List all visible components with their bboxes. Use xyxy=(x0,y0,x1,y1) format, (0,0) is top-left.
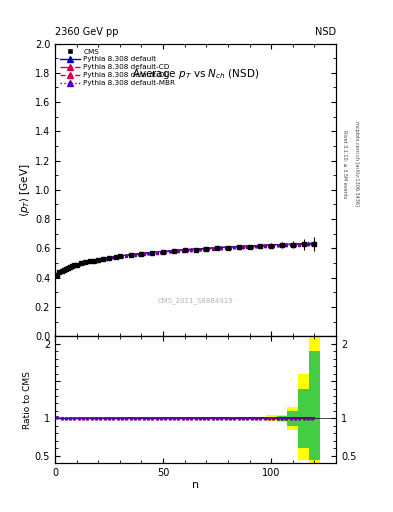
X-axis label: n: n xyxy=(192,480,199,489)
Text: Rivet 3.1.10, ≥ 3.5M events: Rivet 3.1.10, ≥ 3.5M events xyxy=(343,130,348,198)
Text: NSD: NSD xyxy=(315,27,336,37)
Y-axis label: Ratio to CMS: Ratio to CMS xyxy=(23,371,32,429)
Text: CMS_2011_S8884919: CMS_2011_S8884919 xyxy=(158,297,233,305)
Text: Average $p_T$ vs $N_{ch}$ (NSD): Average $p_T$ vs $N_{ch}$ (NSD) xyxy=(132,67,259,81)
Text: mcplots.cern.ch [arXiv:1306.3436]: mcplots.cern.ch [arXiv:1306.3436] xyxy=(354,121,359,206)
Text: 2360 GeV pp: 2360 GeV pp xyxy=(55,27,119,37)
Y-axis label: $\langle p_T \rangle$ [GeV]: $\langle p_T \rangle$ [GeV] xyxy=(18,163,32,217)
Legend: CMS, Pythia 8.308 default, Pythia 8.308 default-CD, Pythia 8.308 default-DL, Pyt: CMS, Pythia 8.308 default, Pythia 8.308 … xyxy=(58,47,177,88)
